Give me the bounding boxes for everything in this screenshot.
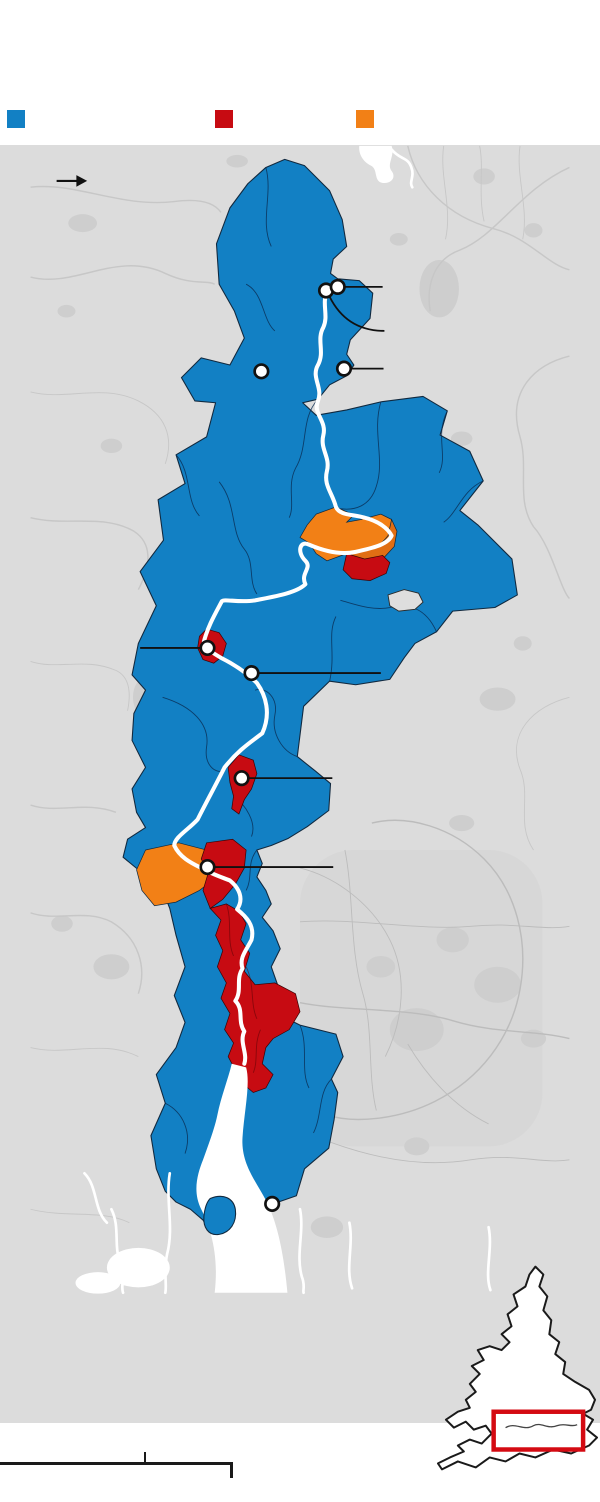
map-canvas (0, 145, 600, 1423)
inset-thames-line (505, 1423, 578, 1429)
direction-arrow-icon (56, 175, 88, 187)
scale-bar (0, 1452, 240, 1480)
inset-svg (436, 1265, 599, 1471)
legend-swatch-orange (356, 110, 374, 128)
region-red-corridor (209, 903, 301, 1093)
inset-locator-map (436, 1262, 600, 1474)
inset-highlight-rect (491, 1409, 586, 1452)
marker-6 (243, 665, 260, 682)
callout-lines (140, 286, 385, 868)
legend-swatch-red (215, 110, 233, 128)
legend (0, 0, 600, 145)
region-orange-london (136, 842, 220, 907)
scale-bar-end-tick (230, 1462, 233, 1478)
map-svg (30, 145, 570, 1295)
constituency-boundaries (162, 167, 484, 1154)
marker-2 (329, 278, 346, 295)
basemap-roads (30, 145, 570, 1224)
region-blue-peninsula (203, 1195, 237, 1236)
marker-3 (253, 363, 270, 380)
england-outline (436, 1265, 599, 1471)
basemap-water-top (359, 145, 414, 189)
red-internal-boundaries (225, 903, 261, 1073)
region-red-mid (342, 553, 391, 581)
marker-4 (335, 360, 353, 377)
scale-bar-mid-tick (144, 1452, 146, 1462)
callout-curve-2 (328, 296, 385, 332)
marker-8 (199, 858, 216, 876)
river-thames (172, 289, 394, 1066)
scale-bar-line (0, 1462, 233, 1465)
region-grey-nondata (387, 589, 424, 612)
legend-swatch-blue (7, 110, 25, 128)
thames-estuary (75, 1063, 492, 1295)
marker-9 (264, 1195, 281, 1212)
marker-5 (199, 639, 216, 657)
marker-7 (233, 770, 250, 787)
place-markers (199, 278, 353, 1212)
